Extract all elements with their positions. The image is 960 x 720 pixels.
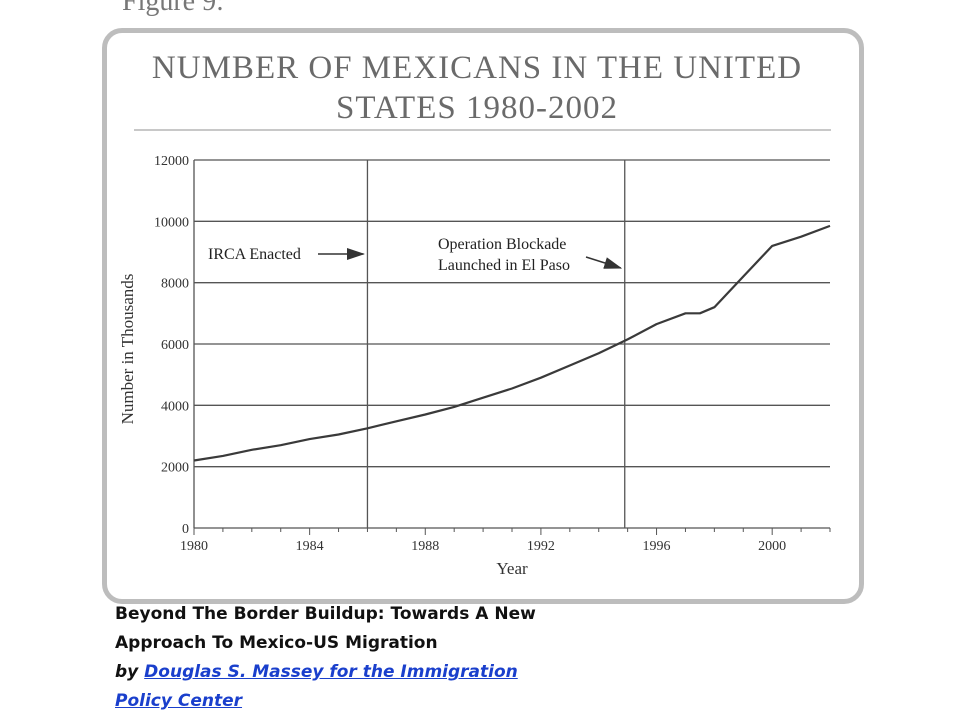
x-tick-label-2000: 2000 bbox=[758, 539, 786, 554]
author-link-continued[interactable]: Policy Center bbox=[115, 691, 243, 711]
caption-by: by bbox=[115, 662, 145, 682]
line-chart: 0 2000 4000 6000 8000 10000 12000 1980 1984 1988 1… bbox=[118, 154, 831, 578]
y-tick-label-0: 0 bbox=[182, 522, 189, 537]
figure-label: Figure 9: bbox=[122, 0, 224, 17]
chart-title: NUMBER OF MEXICANS IN THE UNITED STATES … bbox=[0, 48, 957, 128]
caption-title-line1: Beyond The Border Buildup: Towards A New bbox=[115, 604, 536, 624]
caption-title-line2: Approach To Mexico-US Migration bbox=[115, 633, 438, 653]
annotation-blockade-arrow bbox=[585, 256, 623, 269]
caption-author-line: by Douglas S. Massey for the Immigration bbox=[115, 658, 585, 687]
y-tick-label-6000: 6000 bbox=[161, 338, 189, 353]
y-axis-label: Number in Thousands bbox=[118, 274, 137, 425]
x-tick-label-1996: 1996 bbox=[643, 539, 671, 554]
annotation-blockade-line1: Operation Blockade bbox=[438, 236, 566, 253]
caption-link-line2: Policy Center bbox=[115, 687, 585, 716]
y-tick-label-2000: 2000 bbox=[161, 461, 189, 476]
y-tick-label-10000: 10000 bbox=[154, 215, 189, 230]
annotation-blockade-line2: Launched in El Paso bbox=[438, 257, 570, 274]
annotation-irca: IRCA Enacted bbox=[208, 246, 301, 263]
chart-frame bbox=[102, 28, 864, 604]
x-tick-label-1992: 1992 bbox=[527, 539, 555, 554]
series-line bbox=[193, 224, 831, 462]
chart-title-line1: NUMBER OF MEXICANS IN THE UNITED bbox=[151, 50, 803, 86]
chart-title-line2: STATES 1980-2002 bbox=[336, 90, 618, 126]
x-axis-label: Year bbox=[496, 559, 528, 578]
y-tick-label-8000: 8000 bbox=[161, 277, 189, 292]
author-link[interactable]: Douglas S. Massey for the Immigration bbox=[144, 662, 518, 682]
x-tick-label-1980: 1980 bbox=[180, 539, 208, 554]
x-tick-label-1984: 1984 bbox=[296, 539, 324, 554]
caption: Beyond The Border Buildup: Towards A New… bbox=[115, 600, 585, 716]
y-tick-label-4000: 4000 bbox=[161, 399, 189, 414]
y-tick-label-12000: 12000 bbox=[154, 154, 189, 169]
title-divider bbox=[134, 129, 831, 131]
x-tick-label-1988: 1988 bbox=[411, 539, 439, 554]
